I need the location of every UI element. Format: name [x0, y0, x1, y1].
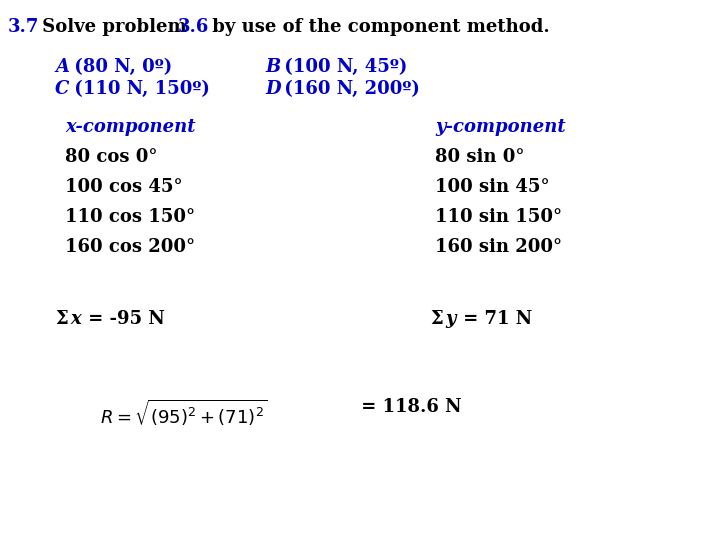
- Text: B: B: [265, 58, 280, 76]
- Text: Σ: Σ: [430, 310, 443, 328]
- Text: Solve problem: Solve problem: [36, 18, 193, 36]
- Text: 80 sin 0°: 80 sin 0°: [435, 148, 524, 166]
- Text: 160 sin 200°: 160 sin 200°: [435, 238, 562, 256]
- Text: x-component: x-component: [65, 118, 196, 136]
- Text: 3.7: 3.7: [8, 18, 40, 36]
- Text: x: x: [70, 310, 81, 328]
- Text: = -95 N: = -95 N: [82, 310, 165, 328]
- Text: (160 N, 200º): (160 N, 200º): [278, 80, 420, 98]
- Text: y: y: [445, 310, 456, 328]
- Text: 80 cos 0°: 80 cos 0°: [65, 148, 158, 166]
- Text: C: C: [55, 80, 69, 98]
- Text: (110 N, 150º): (110 N, 150º): [68, 80, 210, 98]
- Text: = 71 N: = 71 N: [457, 310, 532, 328]
- Text: (100 N, 45º): (100 N, 45º): [278, 58, 408, 76]
- Text: 3.6: 3.6: [178, 18, 210, 36]
- Text: D: D: [265, 80, 281, 98]
- Text: 110 cos 150°: 110 cos 150°: [65, 208, 195, 226]
- Text: 160 cos 200°: 160 cos 200°: [65, 238, 195, 256]
- Text: Σ: Σ: [55, 310, 68, 328]
- Text: (80 N, 0º): (80 N, 0º): [68, 58, 172, 76]
- Text: 100 sin 45°: 100 sin 45°: [435, 178, 549, 196]
- Text: = 118.6 N: = 118.6 N: [355, 398, 462, 416]
- Text: y-component: y-component: [435, 118, 566, 136]
- Text: 110 sin 150°: 110 sin 150°: [435, 208, 562, 226]
- Text: 100 cos 45°: 100 cos 45°: [65, 178, 183, 196]
- Text: $R = \sqrt{(95)^2 + (71)^2}$: $R = \sqrt{(95)^2 + (71)^2}$: [100, 398, 268, 428]
- Text: A: A: [55, 58, 69, 76]
- Text: by use of the component method.: by use of the component method.: [206, 18, 550, 36]
